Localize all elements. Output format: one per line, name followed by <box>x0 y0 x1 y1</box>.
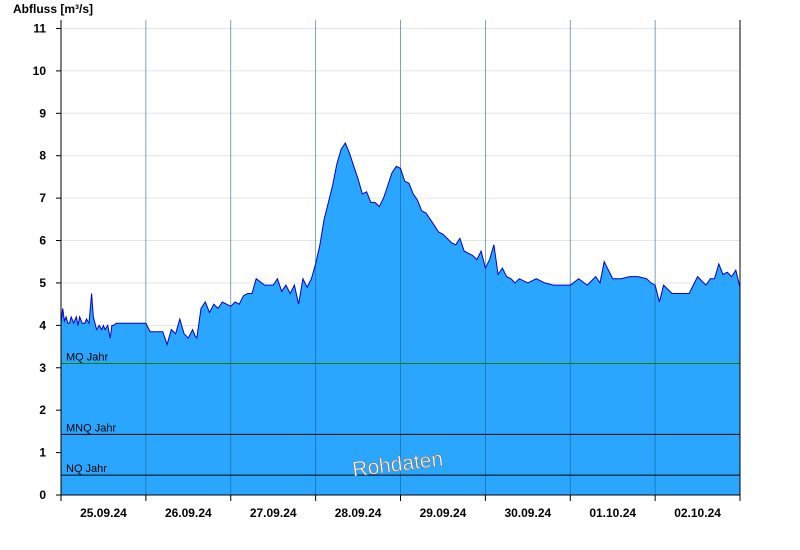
reference-lines: MQ Jahr MNQ Jahr NQ Jahr <box>61 352 740 476</box>
ref-label-1: MNQ Jahr <box>66 422 116 434</box>
y-tick-label-8: 8 <box>39 149 46 163</box>
x-tick-label-0: 25.09.24 <box>80 506 127 520</box>
y-tick-label-9: 9 <box>39 106 46 120</box>
y-axis-ticks: 0 1 2 3 4 5 6 7 8 9 10 11 <box>33 21 61 502</box>
y-tick-label-5: 5 <box>39 276 46 290</box>
x-tick-label-1: 26.09.24 <box>165 506 212 520</box>
x-tick-label-5: 30.09.24 <box>504 506 551 520</box>
ref-label-0: MQ Jahr <box>66 352 109 364</box>
y-tick-label-0: 0 <box>39 488 46 502</box>
y-tick-label-7: 7 <box>39 191 46 205</box>
discharge-line <box>60 141 741 347</box>
x-tick-label-4: 29.09.24 <box>420 506 467 520</box>
y-tick-label-11: 11 <box>33 21 46 35</box>
x-tick-label-3: 28.09.24 <box>335 506 382 520</box>
day-separator-lines <box>145 20 656 495</box>
ref-label-2: NQ Jahr <box>66 463 107 475</box>
x-axis-ticks: 25.09.24 26.09.24 27.09.24 28.09.24 29.09.24… <box>60 495 741 520</box>
x-tick-label-2: 27.09.24 <box>250 506 297 520</box>
y-tick-label-10: 10 <box>33 64 47 78</box>
x-tick-label-7: 02.10.24 <box>674 506 721 520</box>
y-tick-label-2: 2 <box>39 403 46 417</box>
y-tick-label-6: 6 <box>39 234 46 248</box>
x-tick-label-6: 01.10.24 <box>589 506 636 520</box>
y-axis-label: Abfluss [m³/s] <box>13 2 93 16</box>
rohdaten-watermark: Rohdaten <box>351 448 444 482</box>
y-tick-label-1: 1 <box>39 446 46 460</box>
y-tick-label-3: 3 <box>39 361 46 375</box>
y-tick-label-4: 4 <box>39 318 46 332</box>
